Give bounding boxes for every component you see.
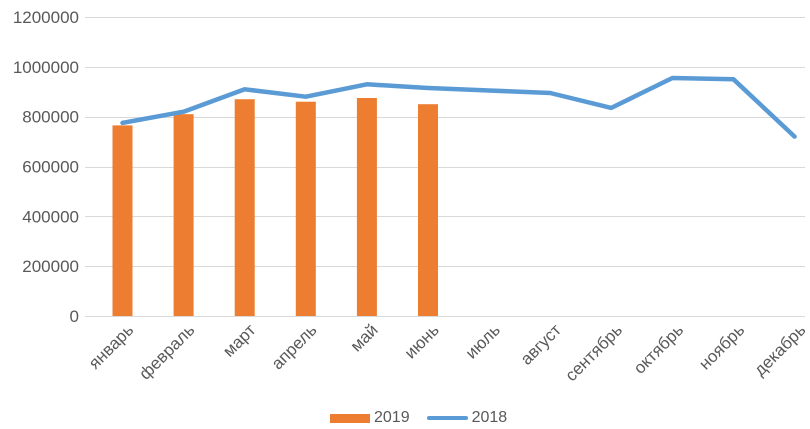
x-axis-label-сентябрь: сентябрь <box>562 320 627 385</box>
bar-2019-март <box>234 99 255 316</box>
x-axis-label-май: май <box>347 320 382 355</box>
x-axis-label-январь: январь <box>85 320 138 373</box>
legend-label-2018: 2018 <box>471 409 508 426</box>
legend-line-swatch-2018 <box>426 416 468 420</box>
x-axis-label-ноябрь: ноябрь <box>695 320 748 373</box>
bar-2019-январь <box>112 125 133 316</box>
y-axis-tick-label: 1200000 <box>13 8 79 27</box>
x-axis-label-октябрь: октябрь <box>630 320 687 377</box>
line-series-2018 <box>120 75 797 139</box>
bar-2019-апрель <box>295 101 316 316</box>
x-axis-label-апрель: апрель <box>268 320 321 373</box>
legend-item-2019: 2019 <box>330 408 410 428</box>
x-axis-label-июль: июль <box>462 320 504 362</box>
x-axis-label-август: август <box>517 320 565 368</box>
legend-item-2018: 2018 <box>426 408 508 428</box>
x-axis-label-февраль: февраль <box>135 320 198 383</box>
y-axis-tick-label: 400000 <box>22 207 79 226</box>
x-axis-label-декабрь: декабрь <box>750 320 809 379</box>
y-axis-tick-label: 800000 <box>22 108 79 127</box>
x-axis-label-март: март <box>219 320 259 360</box>
chart-legend: 2019 2018 <box>330 408 507 428</box>
y-axis-tick-label: 200000 <box>22 257 79 276</box>
y-axis-tick-label: 1000000 <box>13 58 79 77</box>
bar-2019-февраль <box>173 114 194 316</box>
bar-2019-июнь <box>418 104 438 316</box>
legend-label-2019: 2019 <box>374 409 410 426</box>
y-axis-tick-label: 600000 <box>22 158 79 177</box>
x-axis-label-июнь: июнь <box>401 320 443 362</box>
legend-bar-swatch-2019 <box>330 413 370 423</box>
y-axis-tick-label: 0 <box>70 307 79 326</box>
bar-2019-май <box>356 97 377 317</box>
